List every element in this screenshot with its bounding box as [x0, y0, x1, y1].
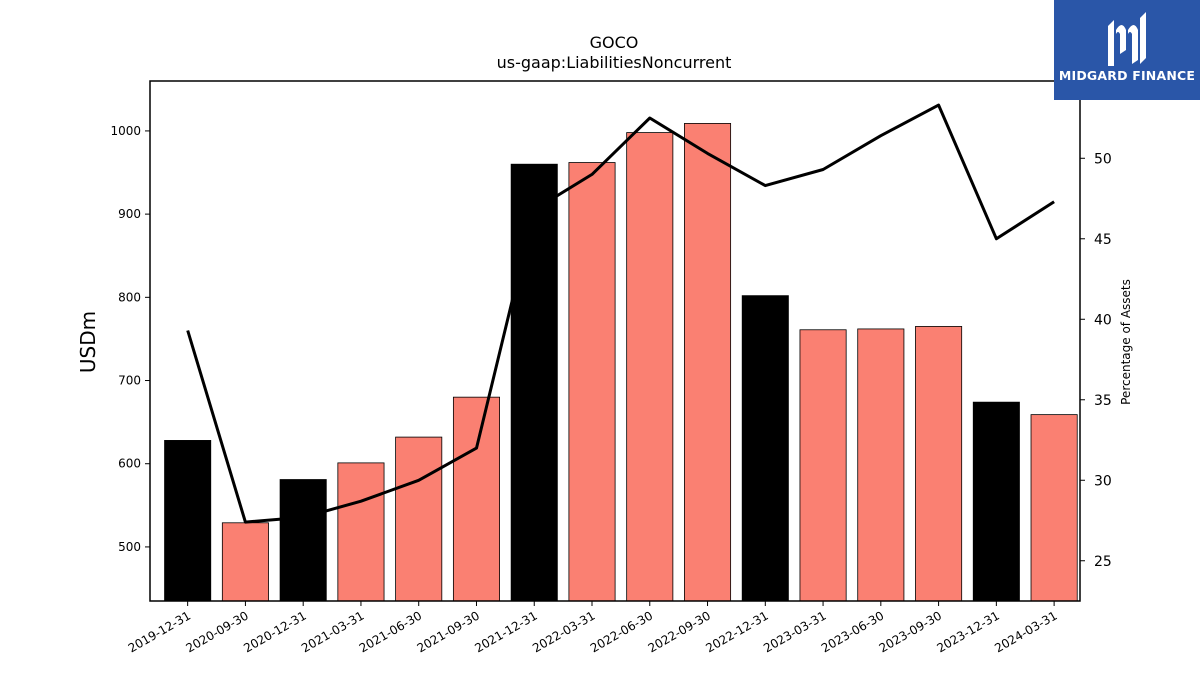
- line-layer: [186, 103, 1055, 524]
- bar-2022-09-30: [684, 123, 732, 602]
- y2-tick-label-30: 30: [1094, 473, 1112, 489]
- x-tick-label-2023-09-30: 2023-09-30: [877, 608, 944, 655]
- bar-2019-12-31: [164, 440, 212, 602]
- bar-2023-03-31: [799, 329, 847, 602]
- y-tick-label-700: 700: [118, 374, 141, 388]
- x-tick-label-2023-12-31: 2023-12-31: [934, 608, 1001, 655]
- y2-tick-label-25: 25: [1094, 554, 1112, 570]
- plot-frame: [149, 80, 1081, 602]
- y2-tick-label-50: 50: [1094, 151, 1112, 167]
- y2-tick-label-35: 35: [1094, 393, 1112, 409]
- x-tick-label-2023-06-30: 2023-06-30: [819, 608, 886, 655]
- bar-2023-06-30: [857, 328, 905, 602]
- percentage-of-assets-line: [186, 103, 1055, 524]
- x-tick-label-2021-03-31: 2021-03-31: [299, 608, 366, 655]
- x-tick-label-2021-06-30: 2021-06-30: [357, 608, 424, 655]
- x-tick-label-2020-12-31: 2020-12-31: [241, 608, 308, 655]
- y-tick-label-600: 600: [118, 457, 141, 471]
- y-tick-label-1000: 1000: [110, 124, 141, 138]
- y-tick-label-900: 900: [118, 207, 141, 221]
- chart-subtitle: us-gaap:LiabilitiesNoncurrent: [497, 53, 732, 72]
- y-axis-label: USDm: [76, 311, 100, 373]
- y2-tick-label-45: 45: [1094, 232, 1112, 248]
- bar-2021-03-31: [337, 462, 385, 602]
- y2-axis-label: Percentage of Assets: [1119, 279, 1133, 405]
- x-tick-label-2022-06-30: 2022-06-30: [588, 608, 655, 655]
- bar-2021-12-31: [510, 163, 558, 602]
- x-tick-label-2021-12-31: 2021-12-31: [472, 608, 539, 655]
- x-tick-label-2020-09-30: 2020-09-30: [184, 608, 251, 655]
- y2-tick-label-40: 40: [1094, 312, 1112, 328]
- brand-logo: MIDGARD FINANCE: [1054, 0, 1200, 100]
- y-tick-label-500: 500: [118, 540, 141, 554]
- chart-title: GOCO: [590, 33, 639, 52]
- bars-group: [164, 123, 1078, 602]
- bar-2021-09-30: [452, 396, 500, 602]
- x-tick-label-2022-12-31: 2022-12-31: [703, 608, 770, 655]
- bar-2023-09-30: [915, 326, 963, 602]
- x-tick-label-2022-09-30: 2022-09-30: [646, 608, 713, 655]
- x-tick-label-2024-03-31: 2024-03-31: [992, 608, 1059, 655]
- bar-2023-12-31: [972, 401, 1020, 602]
- x-tick-label-2021-09-30: 2021-09-30: [415, 608, 482, 655]
- bar-2022-03-31: [568, 162, 616, 602]
- midgard-logo-icon: [1108, 12, 1146, 66]
- x-tick-label-2022-03-31: 2022-03-31: [530, 608, 597, 655]
- bar-2021-06-30: [395, 436, 443, 602]
- x-tick-label-2019-12-31: 2019-12-31: [126, 608, 193, 655]
- bar-2024-03-31: [1030, 414, 1078, 602]
- bar-2022-06-30: [626, 132, 674, 602]
- y-tick-label-800: 800: [118, 290, 141, 304]
- x-tick-label-2023-03-31: 2023-03-31: [761, 608, 828, 655]
- brand-logo-text: MIDGARD FINANCE: [1058, 68, 1196, 83]
- bar-2020-09-30: [221, 522, 269, 602]
- bar-2020-12-31: [279, 479, 327, 602]
- bar-2022-12-31: [741, 295, 789, 602]
